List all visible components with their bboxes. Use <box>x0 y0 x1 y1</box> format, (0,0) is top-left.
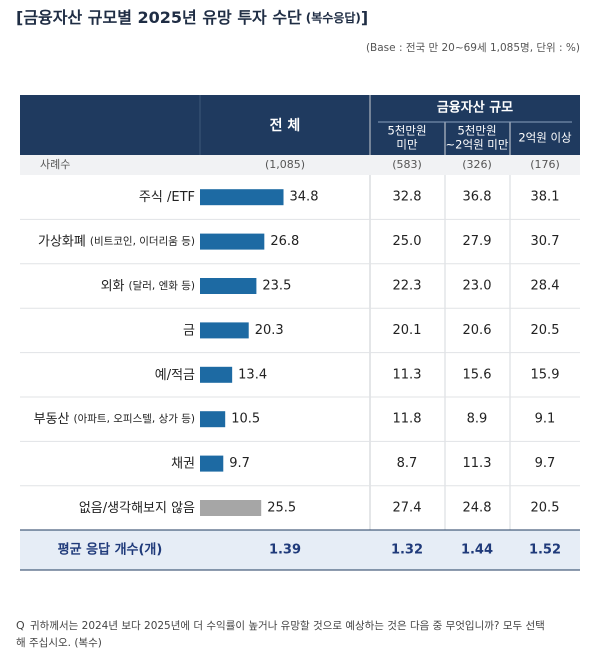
cell-value: 25.0 <box>393 234 422 249</box>
sample-size: (583) <box>392 158 422 171</box>
row-label: 없음/생각해보지 않음 <box>79 501 195 516</box>
column-header: 미만 <box>396 138 418 152</box>
cell-value: 27.4 <box>393 501 422 516</box>
cell-value: 28.4 <box>531 279 560 294</box>
title-main: [금융자산 규모별 2025년 유망 투자 수단 <box>16 8 302 27</box>
bar <box>200 366 233 383</box>
cell-value: 20.5 <box>531 323 560 338</box>
bar <box>200 500 262 516</box>
row-label: 주식 /ETF <box>139 190 195 205</box>
header-group: 금융자산 규모 <box>437 100 513 116</box>
bar-value: 10.5 <box>231 412 260 427</box>
row-label-main: 금 <box>183 323 195 338</box>
sample-label: 사례수 <box>40 158 70 171</box>
title-end: ] <box>361 8 368 27</box>
cell-value: 36.8 <box>463 190 492 205</box>
cell-value: 24.8 <box>463 501 492 516</box>
bar-value: 9.7 <box>229 456 250 471</box>
bar <box>200 411 226 428</box>
row-label-sub: (아파트, 오피스텔, 상가 등) <box>74 413 195 425</box>
row-label-main: 채권 <box>171 456 195 471</box>
cell-value: 22.3 <box>393 279 422 294</box>
row-label-sub: (달러, 엔화 등) <box>128 280 195 292</box>
bar <box>200 233 265 250</box>
cell-value: 15.9 <box>531 367 560 382</box>
column-header: 2억원 이상 <box>518 131 572 145</box>
cell-value: 20.1 <box>393 323 422 338</box>
cell-value: 8.7 <box>397 456 418 471</box>
bar <box>200 322 249 339</box>
row-label: 부동산 (아파트, 오피스텔, 상가 등) <box>34 412 195 427</box>
question-line: 귀하께서는 2024년 보다 2025년에 더 수익률이 높거나 유망할 것으로… <box>30 619 545 632</box>
row-label-main: 가상화폐 <box>38 234 86 249</box>
avg-value: 1.32 <box>391 543 423 558</box>
base-note: (Base : 전국 만 20~69세 1,085명, 단위 : %) <box>366 41 580 54</box>
bar-value: 25.5 <box>267 501 296 516</box>
cell-value: 30.7 <box>531 234 560 249</box>
bar-value: 13.4 <box>238 367 267 382</box>
bar-value: 23.5 <box>262 279 291 294</box>
header-total: 전 체 <box>270 117 301 134</box>
row-label-main: 없음/생각해보지 않음 <box>79 501 195 516</box>
sample-size: (326) <box>462 158 492 171</box>
row-label: 가상화폐 (비트코인, 이더리움 등) <box>38 234 195 249</box>
cell-value: 20.5 <box>531 501 560 516</box>
row-label: 금 <box>183 323 195 338</box>
bar <box>200 189 284 206</box>
question-line: 해 주십시오. (복수) <box>16 636 102 649</box>
column-header: 5천만원 <box>387 124 426 138</box>
cell-value: 27.9 <box>463 234 492 249</box>
avg-label: 평균 응답 개수(개) <box>58 542 163 558</box>
column-header: ~2억원 미만 <box>446 138 509 152</box>
bar-value: 26.8 <box>270 234 299 249</box>
bar-value: 20.3 <box>255 323 284 338</box>
row-label-main: 부동산 <box>34 412 70 427</box>
row-label-main: 주식 /ETF <box>139 190 195 205</box>
q-mark: Q <box>16 619 25 632</box>
title-note: (복수응답) <box>306 10 361 25</box>
row-label-main: 예/적금 <box>155 367 195 382</box>
row-label: 채권 <box>171 456 195 471</box>
cell-value: 38.1 <box>531 190 560 205</box>
row-label-main: 외화 <box>101 279 125 294</box>
cell-value: 15.6 <box>463 367 492 382</box>
sample-size: (1,085) <box>265 158 305 171</box>
cell-value: 8.9 <box>467 412 488 427</box>
cell-value: 9.7 <box>535 456 556 471</box>
avg-row-bg <box>20 530 580 570</box>
avg-total: 1.39 <box>269 543 301 558</box>
header-bg <box>20 95 580 155</box>
row-label: 예/적금 <box>155 367 195 382</box>
bar <box>200 455 224 472</box>
cell-value: 11.8 <box>393 412 422 427</box>
cell-value: 11.3 <box>393 367 422 382</box>
bar-value: 34.8 <box>290 190 319 205</box>
column-header: 5천만원 <box>457 124 496 138</box>
cell-value: 20.6 <box>463 323 492 338</box>
row-label: 외화 (달러, 엔화 등) <box>101 279 195 294</box>
sample-size: (176) <box>530 158 560 171</box>
avg-value: 1.52 <box>529 543 561 558</box>
bar <box>200 278 257 294</box>
cell-value: 32.8 <box>393 190 422 205</box>
avg-value: 1.44 <box>461 543 493 558</box>
cell-value: 11.3 <box>463 456 492 471</box>
title: [금융자산 규모별 2025년 유망 투자 수단 (복수응답)] <box>16 8 368 27</box>
row-label-sub: (비트코인, 이더리움 등) <box>90 236 195 248</box>
sample-row-bg <box>20 155 580 175</box>
cell-value: 23.0 <box>463 279 492 294</box>
cell-value: 9.1 <box>535 412 556 427</box>
